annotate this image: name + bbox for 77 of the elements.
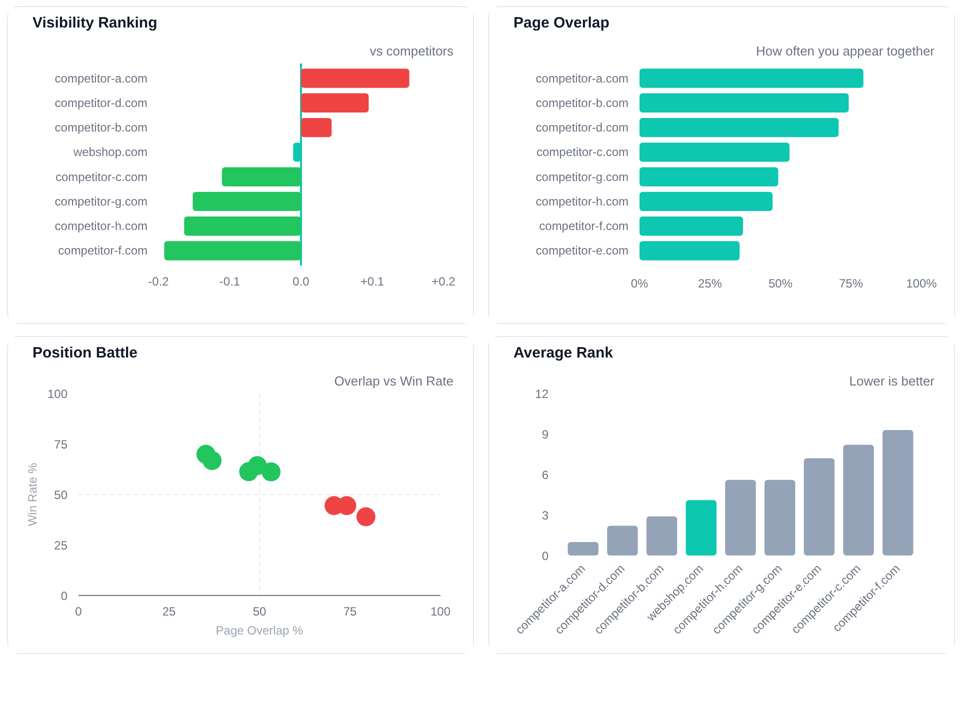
bar [568,542,598,556]
bar [686,500,716,556]
bar [640,167,778,186]
chart-subtitle: vs competitors [370,44,454,58]
x-axis-title: Page Overlap % [216,624,304,638]
y-tick-label: competitor-d.com [536,120,629,135]
x-tick-label: 0 [75,604,82,618]
y-tick-label: competitor-c.com [55,170,148,184]
chart-subtitle: Lower is better [849,374,936,388]
y-tick-label: 50 [54,488,68,502]
y-tick-label: 9 [542,428,549,442]
x-tick-label: 75% [838,276,864,290]
point [202,451,222,470]
bar [843,444,874,556]
y-tick-label: 25 [54,538,68,552]
y-tick-label: 0 [542,549,549,563]
x-tick-label: 0% [630,276,648,290]
y-tick-label: competitor-f.com [58,244,148,258]
y-tick-label: competitor-f.com [539,219,629,234]
y-tick-label: webshop.com [72,145,148,160]
chart-title: Page Overlap [514,14,610,32]
y-tick-label: 75 [54,438,68,452]
x-tick-label: 100 [430,604,451,618]
bar [804,458,835,556]
bar [301,118,332,138]
bar [607,526,638,556]
bar [640,118,839,138]
x-tick-label: 25 [162,604,176,618]
bar [640,93,849,113]
x-tick-label: 0.0 [292,274,310,288]
x-tick-label: 50 [252,604,266,618]
y-tick-label: competitor-a.com [54,71,148,86]
bar [640,142,790,162]
bar [640,241,740,260]
bar [222,167,301,186]
y-axis-title: Win Rate % [25,462,40,526]
y-tick-label: competitor-h.com [536,194,629,208]
bar [301,68,410,88]
x-tick-label: 100% [906,276,938,290]
y-tick-label: competitor-g.com [54,194,148,208]
bar [646,516,678,556]
bar [725,480,756,556]
bar [764,480,796,556]
bar [640,68,864,88]
y-tick-label: 6 [542,468,549,482]
bar [640,192,773,212]
x-tick-label: +0.2 [432,274,456,288]
bar [164,241,301,260]
chart-subtitle: How often you appear together [756,44,936,58]
x-tick-label: -0.1 [219,274,240,288]
point [262,462,281,482]
bar [882,430,914,556]
bar [184,216,301,236]
y-tick-label: competitor-h.com [54,219,148,234]
chart-title: Visibility Ranking [32,14,158,32]
y-tick-label: 100 [47,387,68,401]
x-tick-label: 75 [343,604,357,618]
y-tick-label: competitor-g.com [536,170,629,184]
bar [301,93,369,113]
y-tick-label: competitor-d.com [54,96,148,110]
x-tick-label: -0.2 [148,274,170,288]
chart-subtitle: Overlap vs Win Rate [334,374,454,388]
y-tick-label: competitor-b.com [54,120,148,135]
x-tick-label: 50% [768,276,793,290]
x-tick-label: 25% [698,276,722,290]
y-tick-label: competitor-c.com [536,145,629,160]
bar [640,216,743,236]
y-tick-label: competitor-e.com [536,244,629,258]
y-tick-label: competitor-a.com [536,71,629,86]
y-tick-label: 3 [542,508,549,522]
y-tick-label: 12 [535,387,549,401]
point [356,507,376,526]
y-tick-label: competitor-b.com [536,96,629,110]
bar [192,192,301,212]
x-tick-label: +0.1 [360,274,384,288]
chart-title: Average Rank [514,344,614,362]
chart-title: Position Battle [32,344,138,362]
